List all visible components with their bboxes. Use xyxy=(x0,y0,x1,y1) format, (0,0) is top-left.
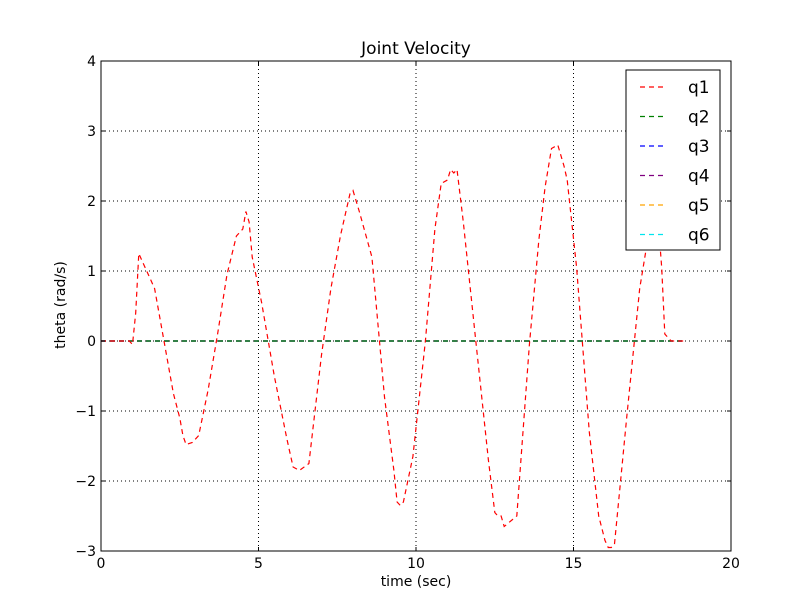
y-tick-label: −1 xyxy=(75,404,96,420)
x-tick-label: 0 xyxy=(97,556,106,572)
series-line-q1 xyxy=(101,144,684,549)
legend-box xyxy=(625,69,721,251)
legend-label-q6: q6 xyxy=(688,226,710,246)
y-axis-label: theta (rad/s) xyxy=(53,261,69,349)
chart-title: Joint Velocity xyxy=(360,39,471,59)
y-tick-label: 4 xyxy=(87,54,96,70)
legend: q1 q2 q3 q4 q5 q6 xyxy=(625,69,721,251)
x-tick-label: 5 xyxy=(254,556,263,572)
y-tick-label: 0 xyxy=(87,334,96,350)
y-tick-label: −2 xyxy=(75,474,96,490)
legend-label-q5: q5 xyxy=(688,196,710,216)
legend-label-q2: q2 xyxy=(688,108,710,128)
x-tick-label: 10 xyxy=(407,556,425,572)
plot-area xyxy=(101,144,684,549)
x-axis-label: time (sec) xyxy=(381,574,452,590)
y-tick-label: 3 xyxy=(87,124,96,140)
axis-ticks: 0 5 10 15 20 −3 −2 −1 0 1 2 3 4 xyxy=(75,54,740,572)
y-tick-label: 2 xyxy=(87,194,96,210)
legend-label-q1: q1 xyxy=(688,78,710,98)
legend-label-q3: q3 xyxy=(688,137,710,157)
legend-label-q4: q4 xyxy=(688,167,710,187)
y-tick-label: 1 xyxy=(87,264,96,280)
x-tick-label: 20 xyxy=(722,556,740,572)
x-tick-label: 15 xyxy=(565,556,583,572)
y-tick-label: −3 xyxy=(75,544,96,560)
